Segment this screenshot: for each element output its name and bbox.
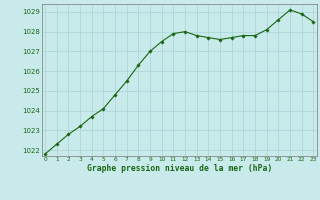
- X-axis label: Graphe pression niveau de la mer (hPa): Graphe pression niveau de la mer (hPa): [87, 164, 272, 173]
